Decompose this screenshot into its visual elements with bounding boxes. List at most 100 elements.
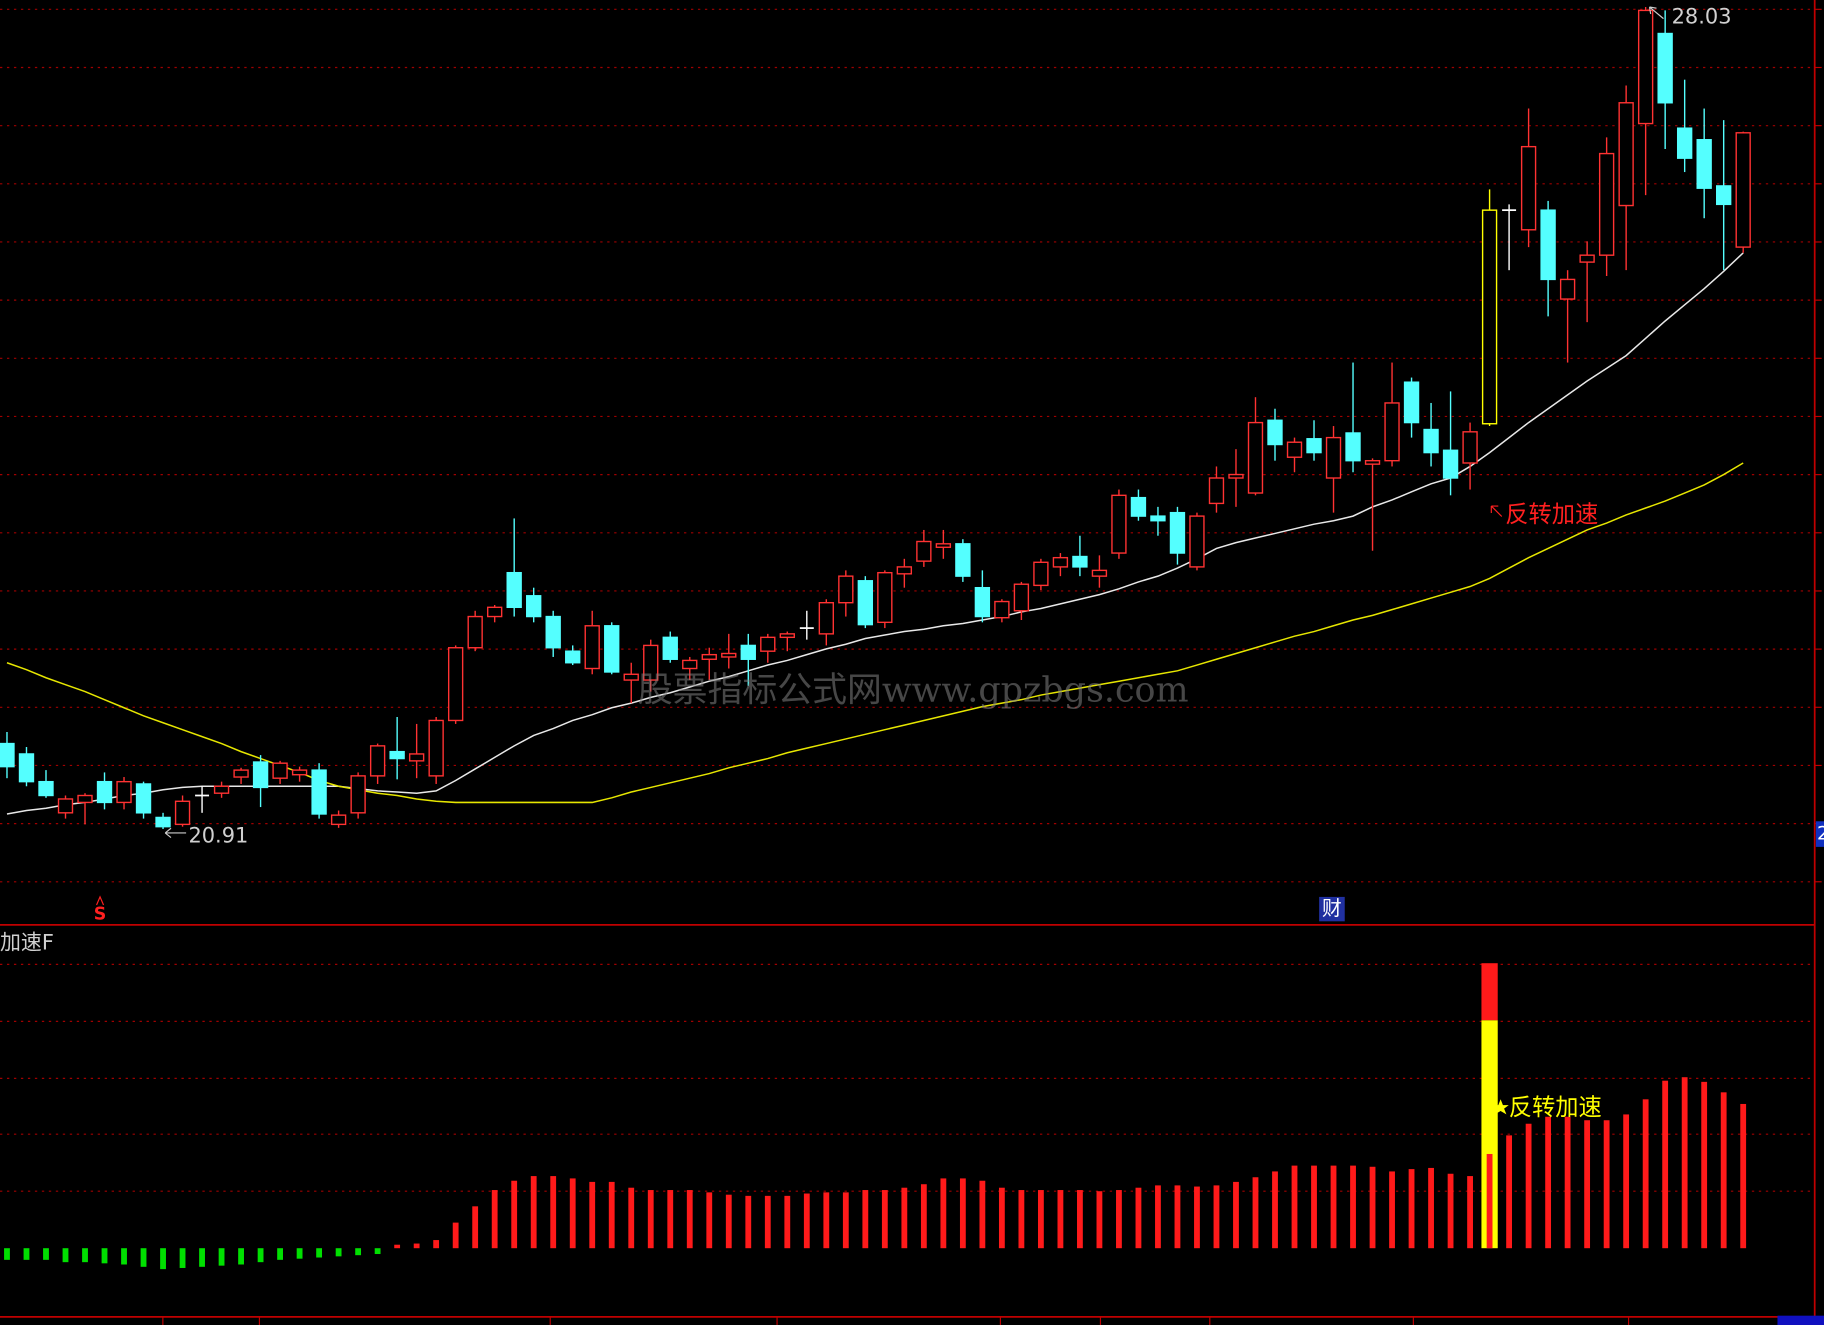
candle-body: [369, 745, 386, 777]
candle-body: [428, 719, 444, 777]
indicator-bar: [1213, 1185, 1220, 1249]
candle-body: [526, 595, 542, 618]
indicator-bar: [1740, 1103, 1747, 1249]
indicator-title: 加速F: [0, 930, 54, 954]
candle-body: [1306, 438, 1322, 454]
indicator-bar: [1330, 1165, 1337, 1249]
signal-label: 反转加速: [1505, 501, 1598, 528]
candle-body: [662, 636, 678, 660]
indicator-bar: [394, 1244, 401, 1249]
indicator-bar: [647, 1190, 654, 1249]
candle-body: [311, 769, 327, 815]
candle-body: [721, 652, 737, 658]
marker: 财: [1322, 897, 1342, 920]
indicator-bar: [920, 1184, 927, 1249]
candle-body: [467, 615, 483, 649]
indicator-bar: [1350, 1165, 1356, 1249]
candle-body: [1364, 459, 1381, 465]
indicator-bar: [628, 1187, 635, 1249]
signal-bar: [1481, 963, 1498, 1021]
candle-body: [584, 625, 600, 670]
indicator-bar: [764, 1195, 771, 1249]
indicator-bar: [1311, 1165, 1317, 1249]
arrow: [164, 827, 187, 839]
indicator-bar: [881, 1190, 888, 1249]
indicator-bar: [1369, 1166, 1376, 1249]
indicator-bar: [238, 1248, 244, 1265]
candle-body: [1169, 511, 1186, 554]
indicator-bar: [530, 1176, 537, 1249]
indicator-bar: [1486, 1153, 1493, 1249]
candle-body: [1403, 381, 1420, 424]
candle-body: [1150, 515, 1166, 522]
candle-body: [643, 644, 659, 681]
candle-body: [1520, 145, 1537, 231]
scroll-box: [1777, 1315, 1824, 1325]
indicator-bar: [1116, 1190, 1122, 1249]
candle-body: [1013, 583, 1030, 612]
candle-body: [760, 636, 776, 652]
indicator-bar: [433, 1240, 440, 1249]
arrow: [1648, 6, 1664, 20]
candle-body: [682, 659, 698, 670]
candle-body: [1384, 402, 1400, 462]
candle-body: [174, 800, 191, 826]
candle-body: [487, 606, 503, 618]
candle-body: [135, 783, 152, 814]
star: [1492, 1099, 1509, 1115]
candle-body: [896, 566, 913, 575]
indicator-bar: [1408, 1169, 1415, 1249]
indicator-bar: [1642, 1099, 1649, 1249]
indicator-bar: [1233, 1181, 1239, 1249]
candle-body: [1637, 9, 1654, 125]
indicator-bar: [160, 1248, 166, 1270]
candle-body: [1325, 436, 1342, 479]
candle-body: [291, 769, 308, 776]
indicator-bar: [784, 1195, 791, 1249]
candle-body: [272, 762, 288, 779]
candle-body: [1189, 515, 1205, 568]
indicator-bar: [296, 1248, 303, 1259]
candle-body: [1559, 278, 1576, 300]
indicator-bar: [862, 1190, 869, 1249]
indicator-bar: [706, 1192, 713, 1249]
indicator-bar: [589, 1181, 596, 1249]
candle-body: [1657, 32, 1673, 104]
indicator-bar: [199, 1248, 205, 1267]
candle-body: [1618, 102, 1634, 207]
indicator-bar: [1701, 1081, 1708, 1249]
candle-body: [506, 571, 522, 609]
indicator-bar: [62, 1248, 69, 1263]
candle-body: [994, 600, 1010, 619]
candle-body: [740, 644, 756, 660]
indicator-bar: [1603, 1120, 1610, 1249]
candle-body: [1442, 449, 1459, 479]
candle-body: [1052, 556, 1069, 568]
indicator-bar: [686, 1190, 693, 1249]
candle-body: [1462, 431, 1478, 464]
candle-body: [545, 615, 561, 649]
indicator-bar: [374, 1248, 381, 1255]
candle-body: [330, 814, 347, 826]
indicator-bar: [1291, 1165, 1298, 1249]
indicator-bar: [101, 1248, 108, 1264]
indicator-bar: [979, 1180, 986, 1249]
indicator-bar: [842, 1192, 849, 1249]
indicator-bar: [4, 1248, 10, 1260]
indicator-bar: [335, 1248, 342, 1257]
candle-body: [447, 647, 464, 722]
candle-body: [1130, 496, 1147, 517]
candle-body: [838, 575, 854, 604]
indicator-bar: [823, 1192, 830, 1249]
indicator-bar: [1272, 1171, 1278, 1249]
candle-body: [116, 780, 132, 804]
indicator-bar: [491, 1190, 498, 1249]
indicator-bar: [1135, 1187, 1142, 1249]
marker: S: [94, 904, 107, 924]
candle-body: [916, 540, 932, 562]
indicator-bar: [1389, 1171, 1395, 1249]
indicator-bar: [725, 1194, 732, 1249]
indicator-bar: [745, 1195, 752, 1249]
indicator-bar: [257, 1248, 264, 1263]
